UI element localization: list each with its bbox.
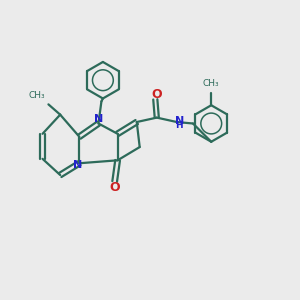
Text: CH₃: CH₃: [29, 91, 46, 100]
Text: O: O: [152, 88, 162, 100]
Text: N: N: [94, 114, 103, 124]
Text: H: H: [175, 121, 183, 130]
Text: N: N: [175, 116, 184, 126]
Text: O: O: [110, 182, 120, 194]
Text: N: N: [73, 160, 83, 170]
Text: CH₃: CH₃: [203, 79, 220, 88]
